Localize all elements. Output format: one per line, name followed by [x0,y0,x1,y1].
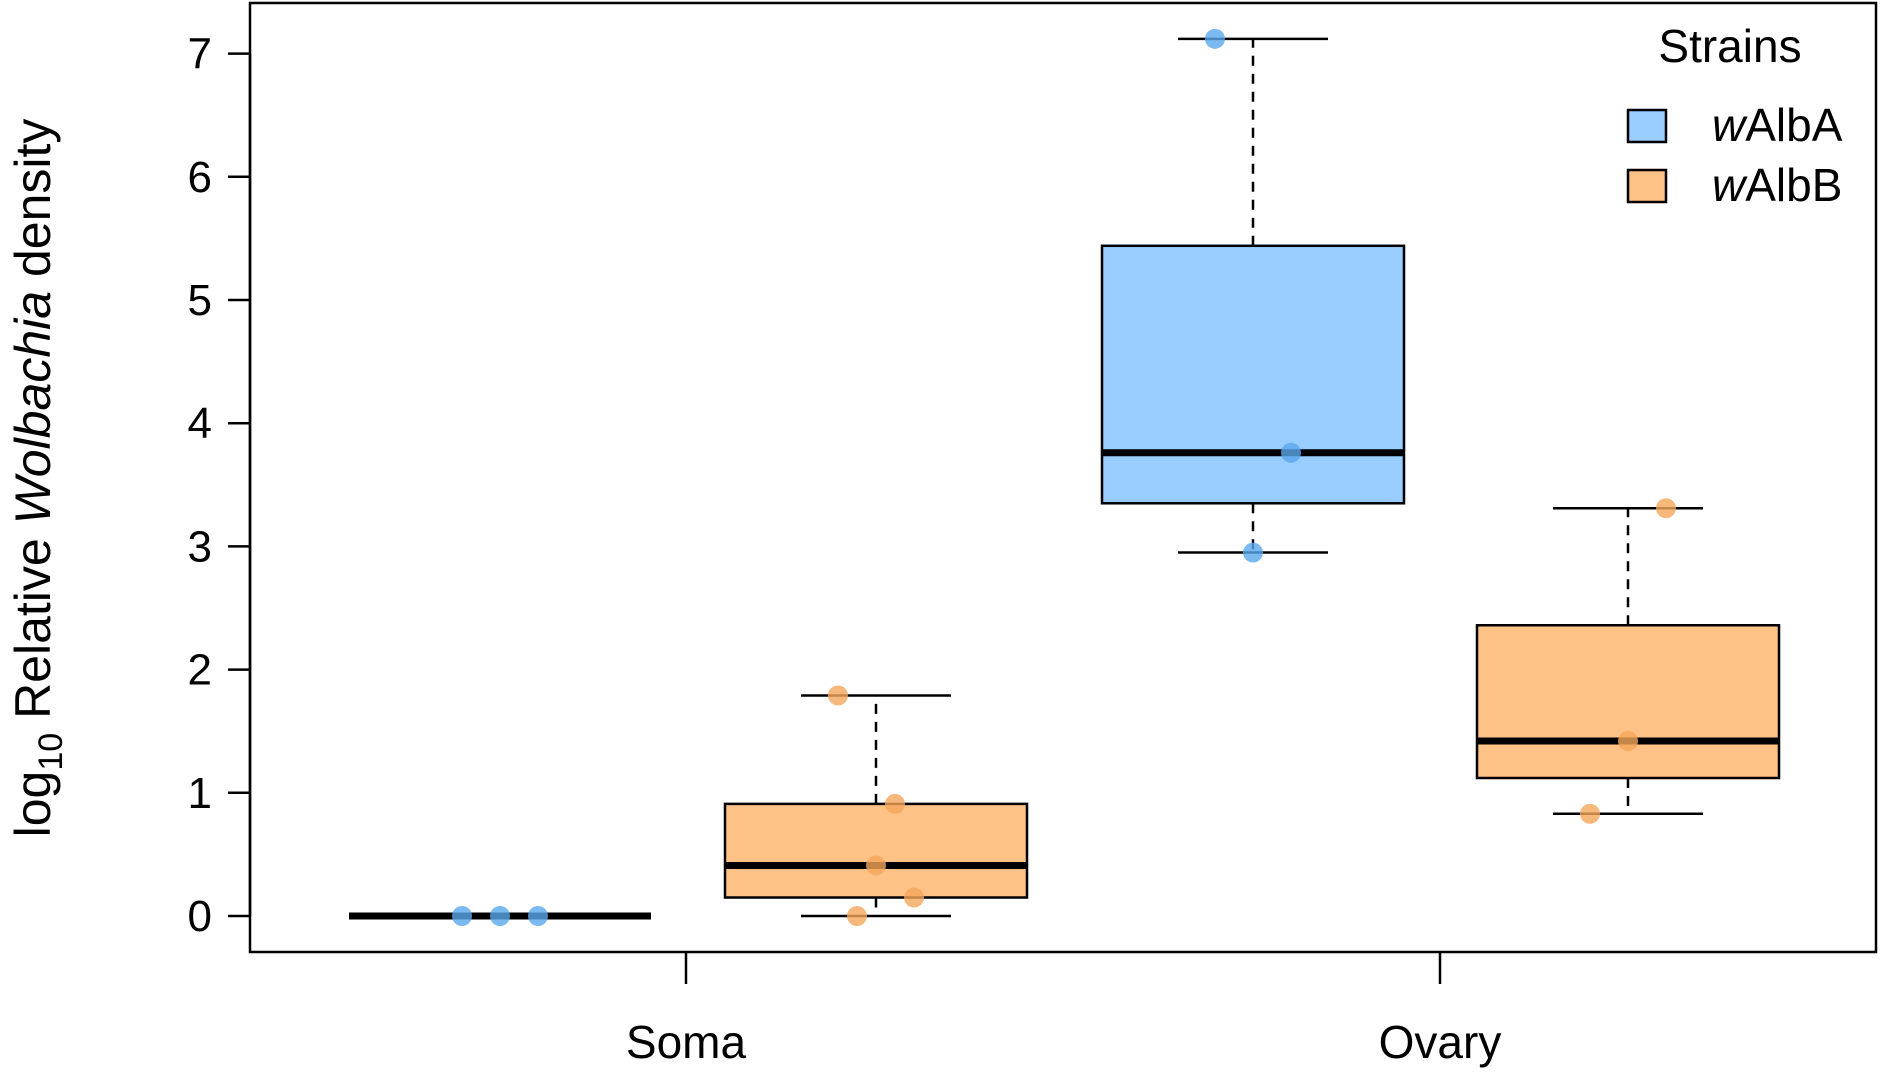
y-axis-title: log10 Relative Wolbachia density [5,119,70,838]
box-wAlbB-ovary [1475,506,1781,815]
y-tick-label: 6 [188,153,212,202]
iqr-box [1100,244,1406,505]
y-tick-label: 1 [188,769,212,818]
legend-title: Strains [1658,20,1801,72]
y-tick-label: 2 [188,646,212,695]
data-point [490,906,510,926]
data-point [1618,731,1638,752]
plot-frame [248,1,1878,954]
y-tick-label: 5 [188,276,212,325]
data-point [1243,542,1263,563]
x-category-label: Ovary [1379,1016,1502,1068]
data-point [1281,442,1301,463]
data-point [1580,803,1600,824]
data-point [528,906,548,926]
data-point [885,793,905,814]
y-axis: 0 1 2 3 4 5 6 7 [188,30,252,941]
box-series [349,37,1781,920]
data-point [828,685,848,706]
iqr-box [1475,623,1781,780]
data-point [452,906,472,926]
y-tick-label: 7 [188,30,212,79]
y-tick-label: 3 [188,522,212,571]
legend-label: wAlbB [1712,159,1842,211]
legend: Strains wAlbA wAlbB [1626,20,1843,211]
data-points [452,28,1676,926]
data-point [1656,498,1676,519]
box-wAlbA-ovary [1100,37,1406,554]
data-point [847,906,867,926]
iqr-box [723,802,1029,899]
data-point [904,887,924,908]
data-point [866,855,886,876]
y-axis-label: log10 Relative Wolbachia density [5,119,70,838]
y-tick-label: 0 [188,892,212,941]
data-point [1205,28,1225,49]
box-wAlbB-soma [723,694,1029,918]
legend-swatch [1626,108,1668,144]
x-category-label: Soma [626,1016,747,1068]
y-tick-label: 4 [188,399,212,448]
legend-label: wAlbA [1712,99,1843,151]
legend-swatch [1626,168,1668,204]
x-axis: Soma Ovary [626,952,1501,1068]
